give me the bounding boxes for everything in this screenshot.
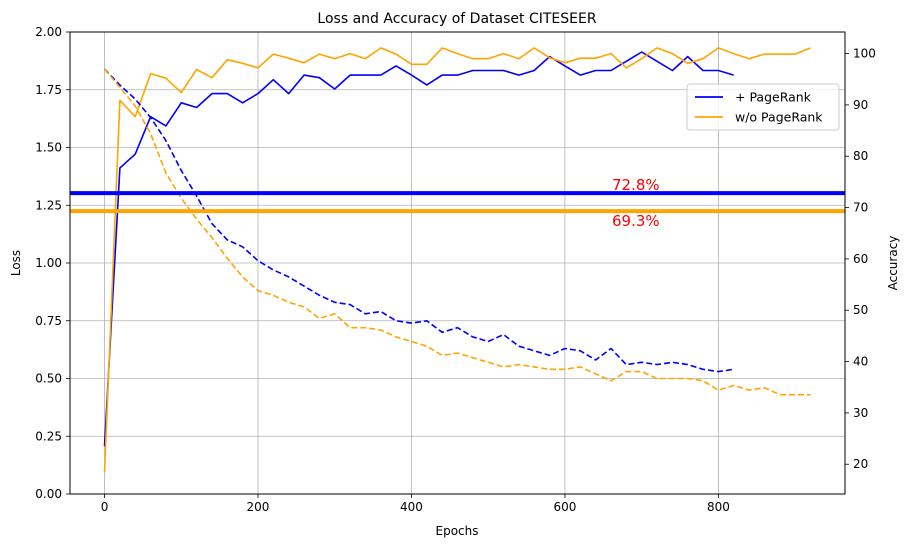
- y-right-tick-label: 40: [853, 355, 868, 369]
- y-left-tick-label: 0.50: [35, 372, 62, 386]
- annotation-no-pagerank-accuracy: 69.3%: [612, 212, 660, 230]
- axis-ticks: 0 200 400 600 800 0.00 0.25 0.50 0.75 1.00 1.25 1.5…: [35, 25, 876, 514]
- y-right-tick-label: 30: [853, 406, 868, 420]
- y-right-tick-label: 70: [853, 201, 868, 215]
- y-left-tick-label: 0.25: [35, 429, 62, 443]
- annotation-pagerank-accuracy: 72.8%: [612, 176, 660, 194]
- y-left-tick-label: 1.25: [35, 198, 62, 212]
- y-right-tick-label: 90: [853, 98, 868, 112]
- x-axis-label: Epochs: [436, 524, 479, 538]
- x-tick-label: 600: [553, 500, 576, 514]
- loss-line-pagerank: [103, 68, 734, 373]
- chart-title: Loss and Accuracy of Dataset CITESEER: [317, 11, 596, 27]
- y-right-tick-label: 100: [853, 47, 876, 61]
- legend-label-pagerank: + PageRank: [735, 90, 812, 105]
- y-right-tick-label: 50: [853, 303, 868, 317]
- reference-lines: [70, 191, 845, 214]
- y-left-tick-label: 2.00: [35, 25, 62, 39]
- x-tick-label: 400: [400, 500, 423, 514]
- y-axis-left-label: Loss: [9, 250, 23, 276]
- y-right-tick-label: 20: [853, 457, 868, 471]
- legend-box: [686, 83, 840, 131]
- y-right-tick-label: 80: [853, 149, 868, 163]
- x-tick-label: 200: [247, 500, 270, 514]
- legend-label-no-pagerank: w/o PageRank: [735, 110, 823, 125]
- y-right-tick-label: 60: [853, 252, 868, 266]
- x-tick-label: 0: [101, 500, 109, 514]
- y-left-tick-label: 1.50: [35, 141, 62, 155]
- y-left-tick-label: 0.00: [35, 487, 62, 501]
- series-lines: [103, 47, 811, 473]
- x-tick-label: 800: [707, 500, 730, 514]
- y-left-tick-label: 1.00: [35, 256, 62, 270]
- y-left-tick-label: 0.75: [35, 314, 62, 328]
- loss-line-no-pagerank: [103, 68, 811, 396]
- accuracy-line-no-pagerank: [103, 47, 811, 473]
- legend: + PageRank w/o PageRank: [686, 83, 840, 131]
- y-left-tick-label: 1.75: [35, 83, 62, 97]
- y-axis-right-label: Accuracy: [886, 236, 900, 291]
- accuracy-line-pagerank: [103, 51, 734, 447]
